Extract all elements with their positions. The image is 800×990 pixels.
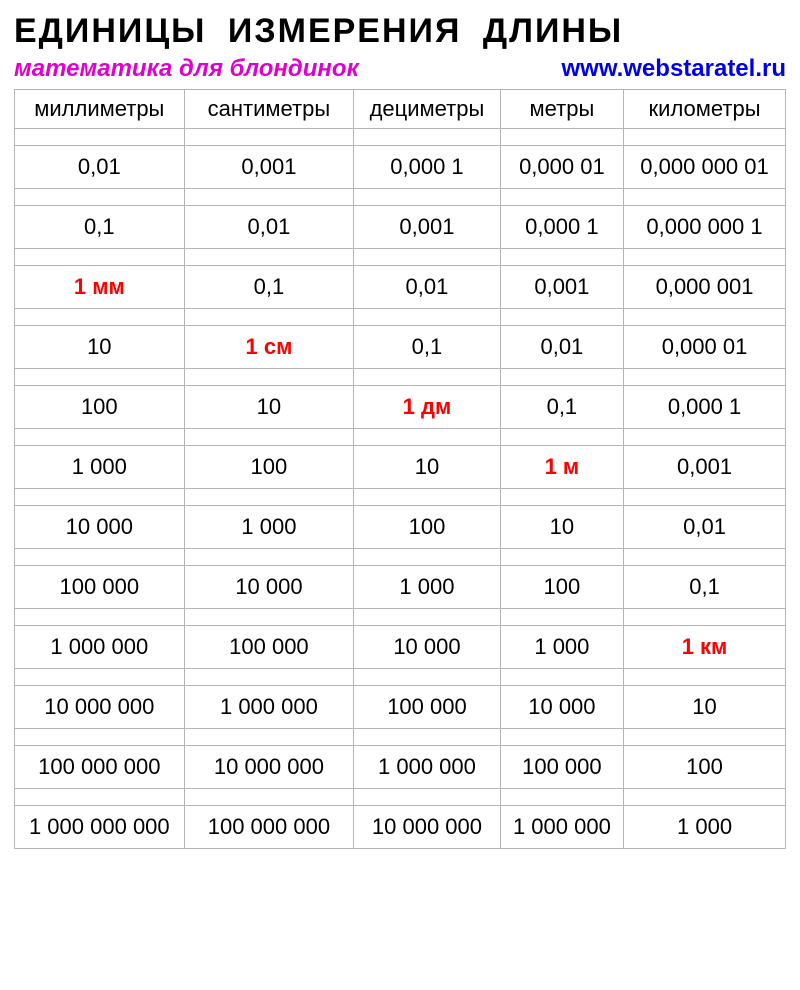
- spacer-row: [15, 249, 786, 266]
- table-cell: 0,000 000 1: [624, 206, 786, 249]
- column-header: метры: [500, 90, 623, 129]
- table-cell: 100 000: [15, 566, 185, 609]
- table-row: 100 000 00010 000 0001 000 000100 000100: [15, 746, 786, 789]
- table-cell: 1 дм: [354, 386, 500, 429]
- subtitle-link[interactable]: www.webstaratel.ru: [561, 55, 786, 83]
- table-cell: 0,1: [500, 386, 623, 429]
- table-cell: 0,1: [354, 326, 500, 369]
- table-cell: 0,001: [500, 266, 623, 309]
- table-cell: 1 000: [15, 446, 185, 489]
- table-cell: 0,1: [184, 266, 354, 309]
- table-cell: 1 000: [354, 566, 500, 609]
- table-cell: 100 000 000: [184, 806, 354, 849]
- table-cell: 0,01: [624, 506, 786, 549]
- table-cell: 1 км: [624, 626, 786, 669]
- table-cell: 1 000: [500, 626, 623, 669]
- table-row: 1 000100101 м0,001: [15, 446, 786, 489]
- table-cell: 0,000 01: [500, 146, 623, 189]
- table-cell: 100: [354, 506, 500, 549]
- table-cell: 0,001: [624, 446, 786, 489]
- table-cell: 10 000: [500, 686, 623, 729]
- column-header: дециметры: [354, 90, 500, 129]
- table-cell: 1 000 000: [15, 626, 185, 669]
- spacer-row: [15, 129, 786, 146]
- table-cell: 0,000 001: [624, 266, 786, 309]
- spacer-row: [15, 549, 786, 566]
- table-row: 100101 дм0,10,000 1: [15, 386, 786, 429]
- table-cell: 0,01: [500, 326, 623, 369]
- table-cell: 10: [624, 686, 786, 729]
- table-cell: 10 000 000: [354, 806, 500, 849]
- table-row: 1 000 000 000100 000 00010 000 0001 000 …: [15, 806, 786, 849]
- table-cell: 0,000 01: [624, 326, 786, 369]
- table-cell: 100 000: [354, 686, 500, 729]
- table-cell: 10 000 000: [184, 746, 354, 789]
- spacer-row: [15, 669, 786, 686]
- table-cell: 1 мм: [15, 266, 185, 309]
- table-cell: 0,001: [354, 206, 500, 249]
- table-cell: 1 см: [184, 326, 354, 369]
- table-cell: 1 000 000: [354, 746, 500, 789]
- table-cell: 100: [15, 386, 185, 429]
- table-cell: 10 000 000: [15, 686, 185, 729]
- spacer-row: [15, 789, 786, 806]
- table-cell: 10: [500, 506, 623, 549]
- table-cell: 100 000 000: [15, 746, 185, 789]
- table-cell: 0,01: [184, 206, 354, 249]
- spacer-row: [15, 189, 786, 206]
- table-cell: 1 000 000 000: [15, 806, 185, 849]
- table-row: 0,010,0010,000 10,000 010,000 000 01: [15, 146, 786, 189]
- spacer-row: [15, 729, 786, 746]
- table-row: 10 000 0001 000 000100 00010 00010: [15, 686, 786, 729]
- table-cell: 10 000: [354, 626, 500, 669]
- table-cell: 1 000: [624, 806, 786, 849]
- table-cell: 0,000 1: [624, 386, 786, 429]
- table-cell: 0,000 000 01: [624, 146, 786, 189]
- table-cell: 1 000 000: [500, 806, 623, 849]
- table-header-row: миллиметрысантиметрыдециметрыметрыкиломе…: [15, 90, 786, 129]
- table-row: 100 00010 0001 0001000,1: [15, 566, 786, 609]
- spacer-row: [15, 609, 786, 626]
- spacer-row: [15, 489, 786, 506]
- page-container: ЕДИНИЦЫ ИЗМЕРЕНИЯ ДЛИНЫ математика для б…: [0, 0, 800, 857]
- table-row: 1 000 000100 00010 0001 0001 км: [15, 626, 786, 669]
- column-header: километры: [624, 90, 786, 129]
- table-row: 0,10,010,0010,000 10,000 000 1: [15, 206, 786, 249]
- table-cell: 0,1: [624, 566, 786, 609]
- table-body: 0,010,0010,000 10,000 010,000 000 010,10…: [15, 129, 786, 849]
- column-header: миллиметры: [15, 90, 185, 129]
- table-cell: 10 000: [15, 506, 185, 549]
- table-cell: 10 000: [184, 566, 354, 609]
- table-row: 10 0001 000100100,01: [15, 506, 786, 549]
- table-cell: 1 000 000: [184, 686, 354, 729]
- table-cell: 100 000: [184, 626, 354, 669]
- table-cell: 0,000 1: [500, 206, 623, 249]
- table-row: 1 мм0,10,010,0010,000 001: [15, 266, 786, 309]
- table-cell: 1 000: [184, 506, 354, 549]
- table-row: 101 см0,10,010,000 01: [15, 326, 786, 369]
- subtitle-row: математика для блондинок www.webstaratel…: [14, 55, 786, 83]
- subtitle-left: математика для блондинок: [14, 55, 359, 83]
- table-cell: 100 000: [500, 746, 623, 789]
- table-cell: 100: [500, 566, 623, 609]
- spacer-row: [15, 369, 786, 386]
- table-cell: 0,000 1: [354, 146, 500, 189]
- table-cell: 10: [15, 326, 185, 369]
- spacer-row: [15, 309, 786, 326]
- table-cell: 100: [184, 446, 354, 489]
- table-cell: 1 м: [500, 446, 623, 489]
- spacer-row: [15, 429, 786, 446]
- table-cell: 0,1: [15, 206, 185, 249]
- table-cell: 100: [624, 746, 786, 789]
- page-title: ЕДИНИЦЫ ИЗМЕРЕНИЯ ДЛИНЫ: [14, 12, 786, 51]
- column-header: сантиметры: [184, 90, 354, 129]
- table-cell: 0,01: [354, 266, 500, 309]
- table-cell: 10: [354, 446, 500, 489]
- table-cell: 10: [184, 386, 354, 429]
- length-units-table: миллиметрысантиметрыдециметрыметрыкиломе…: [14, 89, 786, 849]
- table-cell: 0,001: [184, 146, 354, 189]
- table-cell: 0,01: [15, 146, 185, 189]
